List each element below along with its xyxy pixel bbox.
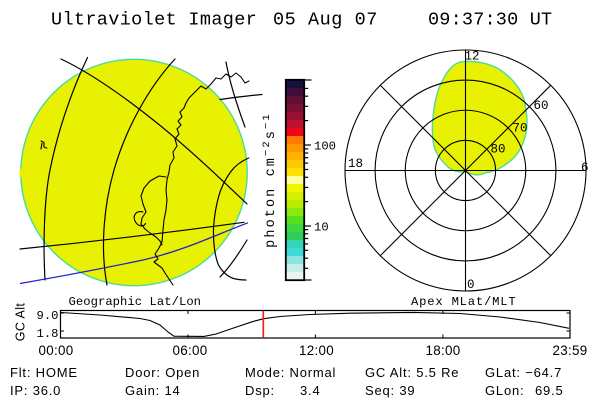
svg-text:Mode: Normal: Mode: Normal xyxy=(245,365,336,380)
svg-text:9.0: 9.0 xyxy=(37,309,59,323)
svg-text:12: 12 xyxy=(465,50,480,64)
svg-text:05 Aug 07: 05 Aug 07 xyxy=(273,10,378,31)
svg-text:GC Alt: GC Alt xyxy=(14,303,28,342)
svg-text:80: 80 xyxy=(491,143,506,157)
svg-text:00:00: 00:00 xyxy=(38,343,73,358)
svg-text:1.8: 1.8 xyxy=(37,327,59,341)
svg-text:70: 70 xyxy=(513,122,528,136)
svg-text:GLon:: GLon: xyxy=(485,383,524,398)
svg-text:Door: Open: Door: Open xyxy=(125,365,200,380)
svg-text:IP: 36.0: IP: 36.0 xyxy=(10,383,61,398)
svg-text:10: 10 xyxy=(314,221,329,235)
svg-text:photon cm−2s−1: photon cm−2s−1 xyxy=(261,112,279,248)
svg-text:23:59: 23:59 xyxy=(552,343,587,358)
svg-text:60: 60 xyxy=(534,99,549,113)
svg-text:06:00: 06:00 xyxy=(172,343,207,358)
svg-text:Geographic Lat/Lon: Geographic Lat/Lon xyxy=(69,295,202,309)
svg-text:Apex MLat/MLT: Apex MLat/MLT xyxy=(411,295,516,309)
svg-text:Flt: HOME: Flt: HOME xyxy=(10,365,78,380)
svg-text:18: 18 xyxy=(348,157,363,171)
svg-text:12:00: 12:00 xyxy=(299,343,334,358)
svg-text:3.4: 3.4 xyxy=(300,383,320,398)
svg-text:GLat: −64.7: GLat: −64.7 xyxy=(485,365,562,380)
svg-text:Dsp:: Dsp: xyxy=(245,383,275,398)
svg-text:69.5: 69.5 xyxy=(535,383,564,398)
svg-text:100: 100 xyxy=(314,140,336,154)
svg-text:Seq: 39: Seq: 39 xyxy=(365,383,415,398)
svg-text:GC Alt: 5.5 Re: GC Alt: 5.5 Re xyxy=(365,365,459,380)
svg-text:18:00: 18:00 xyxy=(425,343,460,358)
svg-text:Ultraviolet Imager: Ultraviolet Imager xyxy=(51,10,257,31)
svg-text:6: 6 xyxy=(581,161,589,175)
svg-text:0: 0 xyxy=(467,278,475,292)
svg-text:09:37:30 UT: 09:37:30 UT xyxy=(428,10,552,31)
svg-text:Gain: 14: Gain: 14 xyxy=(125,383,181,398)
